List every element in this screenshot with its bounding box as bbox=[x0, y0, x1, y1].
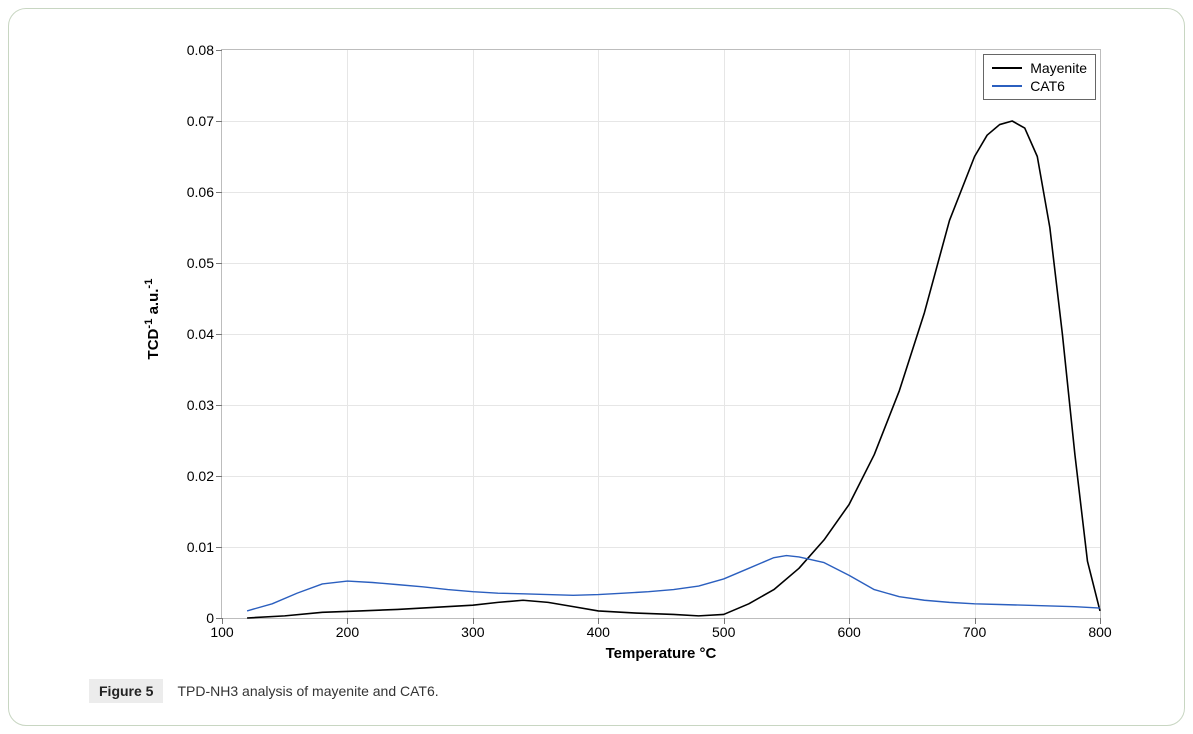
y-tick-label: 0.06 bbox=[187, 184, 214, 200]
figure-caption: Figure 5 TPD-NH3 analysis of mayenite an… bbox=[89, 679, 439, 703]
y-tick-label: 0.03 bbox=[187, 397, 214, 413]
x-tick-label: 800 bbox=[1088, 624, 1111, 640]
legend-item: Mayenite bbox=[992, 59, 1087, 77]
figure-caption-text: TPD-NH3 analysis of mayenite and CAT6. bbox=[177, 683, 438, 699]
chart-container: TCD-1 a.u.-1 Temperature °C 00.010.020.0… bbox=[129, 29, 1129, 649]
plot-area: Temperature °C 00.010.020.030.040.050.06… bbox=[221, 49, 1101, 619]
figure-frame: TCD-1 a.u.-1 Temperature °C 00.010.020.0… bbox=[8, 8, 1185, 726]
y-tick-label: 0.01 bbox=[187, 539, 214, 555]
x-axis-label: Temperature °C bbox=[606, 645, 717, 662]
legend-item: CAT6 bbox=[992, 77, 1087, 95]
legend-swatch bbox=[992, 67, 1022, 69]
y-tick-label: 0.08 bbox=[187, 42, 214, 58]
x-tick-label: 500 bbox=[712, 624, 735, 640]
x-tick-label: 700 bbox=[963, 624, 986, 640]
y-axis-label: TCD-1 a.u.-1 bbox=[143, 279, 162, 360]
legend-label: CAT6 bbox=[1030, 77, 1065, 95]
x-tick-label: 300 bbox=[461, 624, 484, 640]
figure-caption-label: Figure 5 bbox=[89, 679, 163, 703]
x-tick-label: 400 bbox=[587, 624, 610, 640]
series-line-mayenite bbox=[247, 121, 1100, 618]
x-tick-label: 600 bbox=[837, 624, 860, 640]
legend-swatch bbox=[992, 85, 1022, 87]
y-tick-label: 0.02 bbox=[187, 468, 214, 484]
y-tick-label: 0.07 bbox=[187, 113, 214, 129]
legend: MayeniteCAT6 bbox=[983, 54, 1096, 100]
x-tick-label: 100 bbox=[210, 624, 233, 640]
y-tick-label: 0.05 bbox=[187, 255, 214, 271]
x-tick-label: 200 bbox=[336, 624, 359, 640]
legend-label: Mayenite bbox=[1030, 59, 1087, 77]
y-tick-label: 0.04 bbox=[187, 326, 214, 342]
series-line-cat6 bbox=[247, 556, 1100, 611]
series-svg bbox=[222, 50, 1100, 618]
